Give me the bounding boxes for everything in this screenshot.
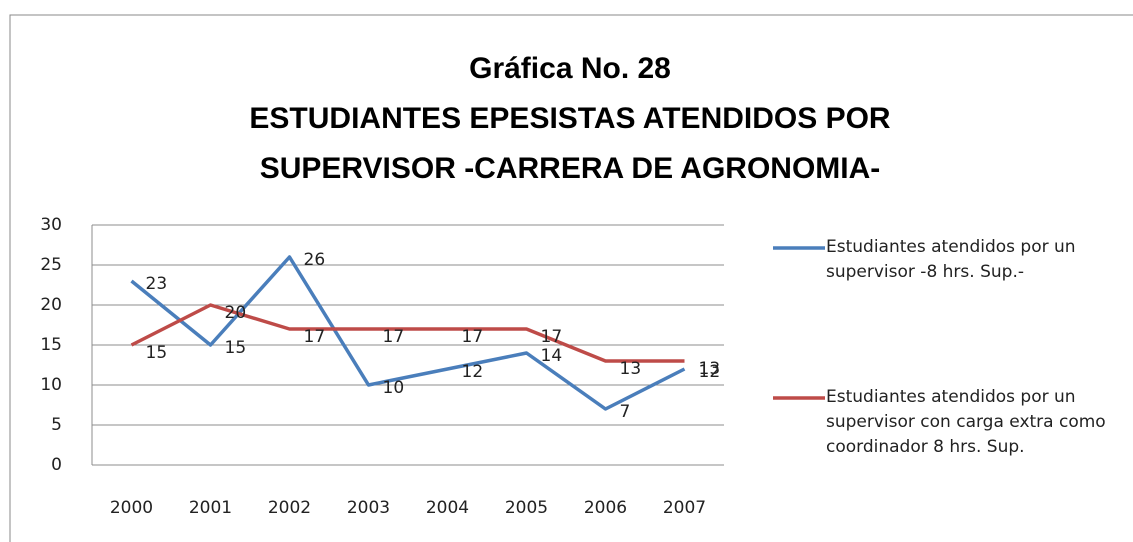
- data-label: 10: [383, 378, 405, 398]
- y-tick-label: 20: [40, 295, 62, 315]
- data-label: 7: [620, 402, 631, 422]
- legend-label: Estudiantes atendidos por un supervisor …: [826, 237, 1076, 282]
- data-label: 13: [620, 359, 642, 379]
- data-label: 17: [462, 327, 484, 347]
- y-tick-label: 30: [40, 215, 62, 235]
- y-tick-label: 0: [51, 455, 62, 475]
- data-label: 15: [146, 343, 168, 363]
- data-label: 17: [541, 327, 563, 347]
- series-line: [130, 303, 685, 363]
- x-tick-label: 2001: [189, 498, 232, 518]
- x-tick-label: 2003: [347, 498, 390, 518]
- chart-title: Gráfica No. 28: [469, 52, 671, 85]
- y-tick-label: 25: [40, 255, 62, 275]
- data-label: 14: [541, 346, 563, 366]
- legend-label: Estudiantes atendidos por un supervisor …: [826, 387, 1106, 457]
- data-label: 12: [699, 362, 721, 382]
- x-tick-label: 2007: [663, 498, 706, 518]
- x-tick-label: 2000: [110, 498, 153, 518]
- data-label: 20: [225, 303, 247, 323]
- data-label: 17: [304, 327, 326, 347]
- y-tick-label: 15: [40, 335, 62, 355]
- chart-frame: [9, 14, 1133, 542]
- series-line: [130, 255, 686, 411]
- data-label: 23: [146, 274, 168, 294]
- y-tick-label: 10: [40, 375, 62, 395]
- y-tick-label: 5: [51, 415, 62, 435]
- data-label: 12: [462, 362, 484, 382]
- x-tick-label: 2006: [584, 498, 627, 518]
- data-label: 17: [383, 327, 405, 347]
- x-tick-label: 2002: [268, 498, 311, 518]
- data-label: 13: [699, 359, 721, 379]
- chart-title: SUPERVISOR -CARRERA DE AGRONOMIA-: [260, 152, 881, 185]
- data-label: 26: [304, 250, 326, 270]
- data-label: 15: [225, 338, 247, 358]
- chart-title: ESTUDIANTES EPESISTAS ATENDIDOS POR: [249, 102, 891, 135]
- x-tick-label: 2004: [426, 498, 469, 518]
- x-tick-label: 2005: [505, 498, 548, 518]
